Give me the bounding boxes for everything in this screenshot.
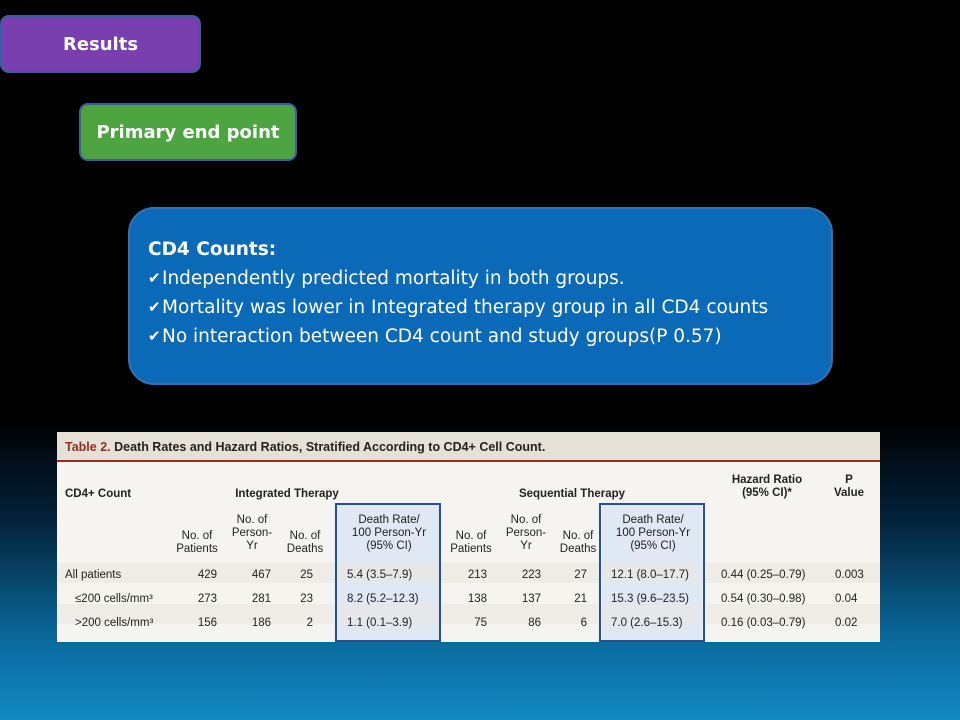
header-sequential-therapy: Sequential Therapy [518, 488, 626, 500]
cell-integrated-deaths: 23 [300, 593, 313, 605]
table-title-number: Table 2. [65, 440, 111, 454]
cd4-bullet: ✔ Independently predicted mortality in bo… [148, 264, 831, 293]
table-title-text: Death Rates and Hazard Ratios, Stratifie… [110, 440, 546, 454]
header-p-value: P Value [833, 474, 865, 499]
cell-sequential-death-rate: 7.0 (2.6–15.3) [611, 617, 683, 629]
row-label: >200 cells/mm³ [75, 617, 154, 629]
cell-integrated-person-yr: 186 [251, 617, 271, 629]
header-cd4-count: CD4+ Count [65, 488, 132, 500]
cell-sequential-person-yr: 137 [521, 593, 541, 605]
cd4-heading: CD4 Counts: [148, 239, 277, 260]
header-hazard-ratio: Hazard Ratio (95% CI)* [731, 474, 803, 499]
checkmark-icon: ✔ [148, 269, 161, 287]
header-integrated-patients: No. of Patients [176, 530, 218, 555]
cell-sequential-death-rate: 12.1 (8.0–17.7) [611, 569, 690, 581]
cd4-bullet-list: ✔ Independently predicted mortality in bo… [148, 264, 831, 351]
row-label: ≤200 cells/mm³ [75, 593, 153, 605]
cell-sequential-deaths: 27 [574, 569, 587, 581]
header-sequential-patients: No. of Patients [450, 530, 492, 555]
cell-sequential-death-rate: 15.3 (9.6–23.5) [611, 593, 690, 605]
row-shade [57, 604, 880, 624]
cell-integrated-patients: 429 [197, 569, 217, 581]
checkmark-icon: ✔ [148, 327, 161, 345]
cell-hazard-ratio: 0.16 (0.03–0.79) [721, 617, 806, 629]
results-text: Results [62, 33, 139, 55]
header-sequential-deaths: No. of Deaths [559, 530, 597, 555]
table-title: Table 2. Death Rates and Hazard Ratios, … [57, 432, 880, 462]
primary-end-point-text: Primary end point [96, 121, 280, 143]
header-integrated-deaths: No. of Deaths [286, 530, 324, 555]
table-2-image: Table 2. Death Rates and Hazard Ratios, … [57, 432, 880, 642]
cd4-bullet: ✔ No interaction between CD4 count and st… [148, 322, 831, 351]
cell-sequential-person-yr: 223 [521, 569, 541, 581]
cell-sequential-deaths: 21 [574, 593, 587, 605]
cell-integrated-death-rate: 1.1 (0.1–3.9) [347, 617, 413, 629]
cell-integrated-patients: 156 [197, 617, 217, 629]
header-integrated-death-rate: Death Rate/ 100 Person-Yr (95% CI) [351, 514, 427, 552]
cell-integrated-death-rate: 8.2 (5.2–12.3) [347, 593, 419, 605]
cell-sequential-patients: 213 [467, 569, 487, 581]
cell-integrated-person-yr: 467 [251, 569, 271, 581]
header-integrated-person-yr: No. of Person- Yr [231, 514, 273, 552]
cell-sequential-patients: 138 [467, 593, 487, 605]
cell-integrated-patients: 273 [197, 593, 217, 605]
cd4-bullet: ✔ Mortality was lower in Integrated thera… [148, 293, 831, 322]
cd4-counts-box: CD4 Counts: ✔ Independently predicted mor… [128, 207, 833, 385]
cell-integrated-person-yr: 281 [251, 593, 271, 605]
cell-sequential-person-yr: 86 [528, 617, 541, 629]
bullet-text: Independently predicted mortality in bot… [162, 268, 625, 289]
cell-p-value: 0.02 [835, 617, 858, 629]
header-sequential-person-yr: No. of Person- Yr [505, 514, 547, 552]
header-integrated-therapy: Integrated Therapy [235, 488, 339, 500]
results-label: Results [0, 15, 201, 73]
sequential-death-rate-highlight [599, 503, 705, 642]
header-sequential-death-rate: Death Rate/ 100 Person-Yr (95% CI) [615, 514, 691, 552]
cell-integrated-deaths: 25 [300, 569, 313, 581]
primary-end-point-label: Primary end point [79, 103, 297, 161]
cell-p-value: 0.003 [835, 569, 864, 581]
cell-sequential-patients: 75 [474, 617, 487, 629]
integrated-death-rate-highlight [335, 503, 441, 642]
cell-hazard-ratio: 0.44 (0.25–0.79) [721, 569, 806, 581]
checkmark-icon: ✔ [148, 298, 161, 316]
bullet-text: Mortality was lower in Integrated therap… [162, 297, 769, 318]
cell-integrated-deaths: 2 [306, 617, 313, 629]
row-shade [57, 563, 880, 583]
bullet-text: No interaction between CD4 count and stu… [162, 326, 722, 347]
cell-sequential-deaths: 6 [580, 617, 587, 629]
cell-hazard-ratio: 0.54 (0.30–0.98) [721, 593, 806, 605]
row-label: All patients [65, 569, 122, 581]
cell-p-value: 0.04 [835, 593, 858, 605]
cell-integrated-death-rate: 5.4 (3.5–7.9) [347, 569, 413, 581]
